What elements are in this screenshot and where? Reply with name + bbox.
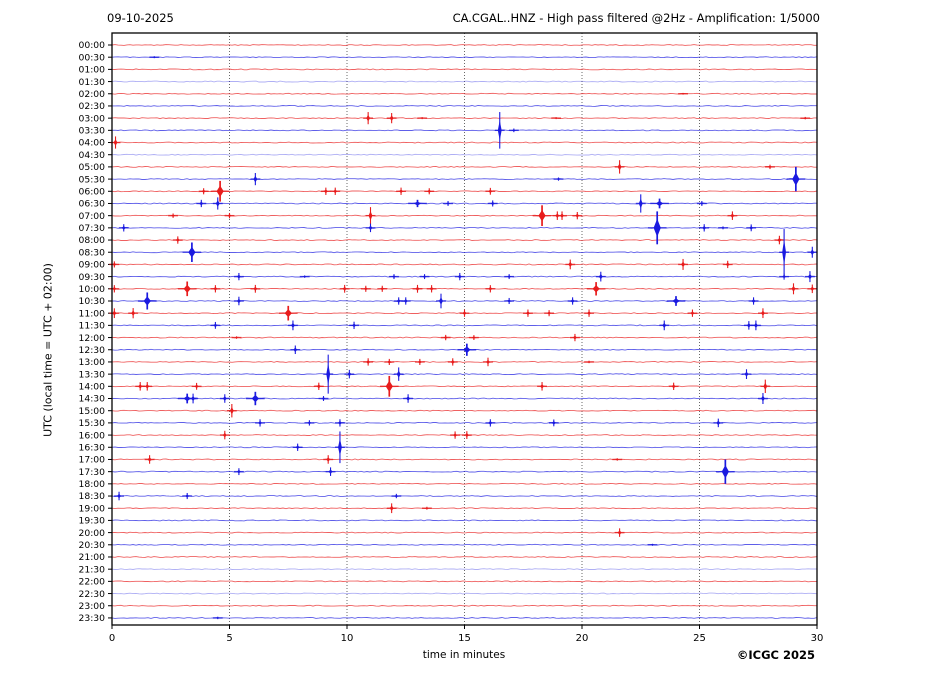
svg-text:10:30: 10:30 (79, 296, 106, 307)
svg-text:04:00: 04:00 (79, 138, 106, 149)
svg-text:22:00: 22:00 (79, 577, 106, 588)
svg-text:15:00: 15:00 (79, 406, 106, 417)
svg-text:20: 20 (576, 633, 589, 644)
svg-text:10: 10 (341, 633, 354, 644)
svg-text:03:00: 03:00 (79, 113, 106, 124)
date-label: 09-10-2025 (107, 11, 174, 25)
svg-text:11:30: 11:30 (79, 321, 106, 332)
svg-text:20:00: 20:00 (79, 528, 106, 539)
svg-text:02:30: 02:30 (79, 101, 106, 112)
svg-text:09:00: 09:00 (79, 260, 106, 271)
svg-text:00:30: 00:30 (79, 52, 106, 63)
svg-text:12:00: 12:00 (79, 333, 106, 344)
svg-text:14:00: 14:00 (79, 382, 106, 393)
svg-text:15: 15 (458, 633, 471, 644)
copyright: ©ICGC 2025 (736, 648, 815, 662)
svg-text:17:00: 17:00 (79, 455, 106, 466)
svg-text:02:00: 02:00 (79, 89, 106, 100)
svg-text:08:00: 08:00 (79, 235, 106, 246)
svg-text:19:30: 19:30 (79, 516, 106, 527)
svg-text:06:00: 06:00 (79, 186, 106, 197)
svg-text:07:00: 07:00 (79, 211, 106, 222)
svg-text:09:30: 09:30 (79, 272, 106, 283)
svg-text:20:30: 20:30 (79, 540, 106, 551)
svg-text:01:30: 01:30 (79, 77, 106, 88)
svg-text:08:30: 08:30 (79, 247, 106, 258)
svg-text:00:00: 00:00 (79, 40, 106, 51)
svg-text:12:30: 12:30 (79, 345, 106, 356)
svg-text:18:30: 18:30 (79, 491, 106, 502)
svg-text:16:30: 16:30 (79, 442, 106, 453)
svg-text:04:30: 04:30 (79, 150, 106, 161)
svg-text:05:00: 05:00 (79, 162, 106, 173)
svg-text:16:00: 16:00 (79, 430, 106, 441)
svg-text:05:30: 05:30 (79, 174, 106, 185)
svg-text:18:00: 18:00 (79, 479, 106, 490)
svg-text:25: 25 (693, 633, 706, 644)
svg-text:21:00: 21:00 (79, 552, 106, 563)
svg-text:19:00: 19:00 (79, 503, 106, 514)
svg-text:14:30: 14:30 (79, 394, 106, 405)
svg-text:21:30: 21:30 (79, 564, 106, 575)
chart-title: CA.CGAL..HNZ - High pass filtered @2Hz -… (452, 11, 820, 25)
svg-text:5: 5 (226, 633, 232, 644)
svg-text:30: 30 (811, 633, 824, 644)
svg-text:23:30: 23:30 (79, 613, 106, 624)
svg-text:13:00: 13:00 (79, 357, 106, 368)
svg-text:11:00: 11:00 (79, 308, 106, 319)
svg-text:15:30: 15:30 (79, 418, 106, 429)
svg-text:07:30: 07:30 (79, 223, 106, 234)
svg-text:13:30: 13:30 (79, 369, 106, 380)
svg-text:06:30: 06:30 (79, 199, 106, 210)
x-axis-label: time in minutes (422, 649, 506, 661)
svg-text:23:00: 23:00 (79, 601, 106, 612)
svg-text:0: 0 (109, 633, 115, 644)
svg-text:01:00: 01:00 (79, 65, 106, 76)
svg-text:17:30: 17:30 (79, 467, 106, 478)
svg-text:22:30: 22:30 (79, 589, 106, 600)
svg-text:10:00: 10:00 (79, 284, 106, 295)
svg-text:03:30: 03:30 (79, 126, 106, 137)
